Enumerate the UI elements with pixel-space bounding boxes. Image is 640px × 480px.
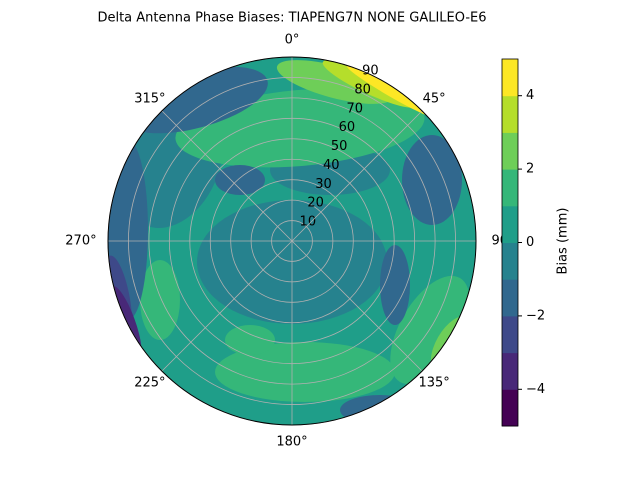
- colorbar-tick-label: 4: [526, 88, 534, 103]
- r-tick-label: 70: [346, 101, 363, 116]
- contour-region: [380, 245, 410, 325]
- theta-tick-label: 270°: [65, 234, 96, 249]
- theta-tick-label: 135°: [418, 376, 449, 391]
- colorbar-band: [502, 169, 518, 207]
- r-tick-label: 50: [331, 139, 348, 154]
- colorbar-tick-label: −2: [526, 308, 545, 323]
- colorbar-band: [502, 279, 518, 317]
- grid-spoke: [291, 110, 423, 242]
- contour-region: [140, 260, 180, 340]
- colorbar-band: [502, 132, 518, 170]
- colorbar-band: [502, 242, 518, 280]
- grid-spoke: [161, 240, 293, 372]
- theta-tick-label: 225°: [134, 376, 165, 391]
- colorbar-band: [502, 95, 518, 133]
- r-tick-label: 20: [307, 196, 324, 211]
- contour-region: [390, 275, 470, 385]
- grid-spoke: [291, 240, 423, 372]
- r-tick-label: 90: [362, 64, 379, 79]
- colorbar-tick-label: 2: [526, 162, 534, 177]
- r-tick-label: 30: [315, 177, 332, 192]
- colorbar-tick-label: 0: [526, 235, 534, 250]
- r-tick-label: 80: [354, 82, 371, 97]
- colorbar-band: [502, 352, 518, 390]
- overlay: 1020304050607080900°45°90°135°180°225°27…: [65, 33, 514, 450]
- theta-tick-label: 0°: [285, 33, 300, 48]
- contour-region: [340, 395, 420, 425]
- r-tick-label: 10: [300, 215, 317, 230]
- colorbar-band: [502, 59, 518, 97]
- grid-spoke: [161, 110, 293, 242]
- colorbar-label: Bias (mm): [556, 208, 571, 275]
- colorbar-band: [502, 389, 518, 427]
- theta-tick-label: 180°: [276, 435, 307, 450]
- contour-region: [215, 165, 265, 195]
- polar-frame: [107, 56, 477, 426]
- contour-region: [215, 342, 395, 402]
- contour-region: [402, 135, 462, 225]
- theta-tick-label: 315°: [134, 91, 165, 106]
- r-tick-label: 60: [339, 120, 356, 135]
- contour-region: [276, 60, 394, 104]
- contour-region: [225, 325, 275, 355]
- chart-title: Delta Antenna Phase Biases: TIAPENG7N NO…: [97, 11, 486, 26]
- colorbar-tick-label: −4: [526, 382, 545, 397]
- colorbar-band: [502, 205, 518, 243]
- contour-region: [346, 65, 438, 119]
- theta-tick-label: 45°: [423, 91, 446, 106]
- r-tick-label: 40: [323, 158, 340, 173]
- colorbar-band: [502, 315, 518, 354]
